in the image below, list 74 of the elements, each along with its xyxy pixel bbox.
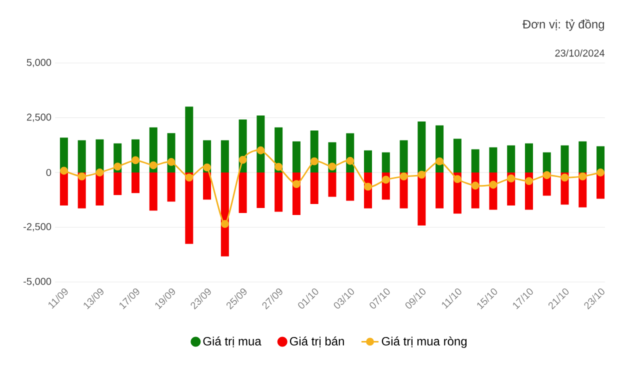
y-tick-label: 5,000 — [26, 58, 52, 68]
bar — [185, 106, 194, 172]
y-tick-label: -2,500 — [24, 223, 52, 232]
point — [96, 168, 104, 176]
point — [256, 146, 265, 154]
bar — [78, 140, 86, 172]
point — [185, 174, 194, 182]
point — [578, 172, 587, 180]
point — [310, 157, 318, 166]
bar — [489, 147, 498, 172]
point — [382, 176, 390, 184]
point — [453, 175, 462, 184]
bar — [382, 152, 390, 172]
bar — [238, 172, 247, 214]
point — [418, 170, 426, 179]
point — [238, 156, 247, 164]
point — [114, 162, 122, 171]
point — [400, 172, 408, 180]
bar — [203, 172, 212, 200]
bar — [292, 141, 300, 172]
point — [596, 168, 604, 176]
point — [471, 182, 480, 190]
bar — [220, 140, 229, 172]
point — [560, 174, 569, 182]
point — [436, 157, 444, 166]
point — [274, 162, 283, 171]
bar — [96, 139, 104, 172]
bar — [114, 172, 122, 196]
legend-label: Giá trị bán — [290, 336, 344, 348]
bar — [149, 172, 158, 211]
bar — [453, 138, 462, 172]
y-tick-label: 0 — [46, 168, 52, 176]
legend-label: Giá trị mua — [203, 336, 262, 348]
point — [60, 166, 68, 175]
bar — [328, 172, 336, 197]
point — [220, 220, 229, 228]
point — [346, 156, 354, 165]
point — [292, 180, 300, 188]
bar — [185, 172, 194, 244]
bar — [60, 172, 68, 206]
point — [525, 177, 533, 185]
point — [78, 172, 86, 180]
bar — [96, 172, 104, 206]
bar — [418, 121, 426, 172]
point — [507, 174, 516, 182]
point — [328, 162, 336, 171]
text: Đơn vị: tỷ đồng — [522, 19, 604, 31]
point — [167, 158, 176, 166]
bar — [167, 172, 176, 202]
point — [203, 164, 211, 172]
bar — [274, 172, 283, 212]
point — [542, 171, 551, 180]
y-tick-label: -5,000 — [24, 278, 52, 286]
bar — [310, 172, 318, 204]
bar — [131, 172, 140, 194]
bar — [256, 172, 265, 208]
bar — [346, 172, 354, 201]
bar — [471, 149, 480, 172]
bar — [507, 145, 516, 172]
bar — [524, 143, 533, 172]
bar — [560, 145, 569, 172]
legend-label: Giá trị mua ròng — [382, 336, 467, 348]
point — [149, 161, 158, 170]
bar — [400, 140, 408, 172]
bar — [578, 141, 587, 172]
bar — [220, 172, 229, 256]
point — [132, 156, 140, 164]
bar — [436, 172, 444, 208]
y-tick-label: 2,500 — [26, 114, 52, 122]
bar — [364, 150, 372, 172]
point — [489, 180, 498, 189]
point — [364, 182, 372, 191]
bar — [542, 152, 551, 172]
text: 23/10/2024 — [555, 49, 604, 57]
